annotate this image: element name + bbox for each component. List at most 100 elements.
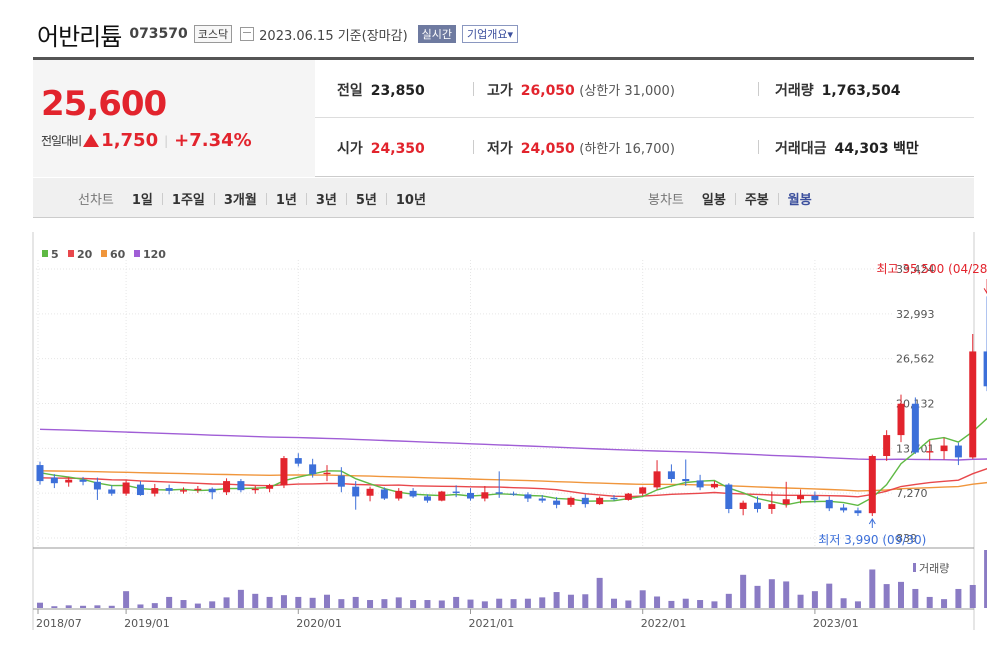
volume-bar (524, 598, 531, 608)
tab-weekly[interactable]: 주봉 (744, 193, 769, 208)
candle-body (151, 488, 159, 494)
candle-chart-tabs: 봉차트 일봉 주봉 월봉 (648, 189, 812, 208)
volume-bar (740, 574, 747, 608)
candle-body (883, 435, 891, 457)
candle-body (710, 483, 718, 488)
volume-bar (37, 602, 43, 608)
candle-body (36, 465, 44, 482)
x-tick-label: 2020/01 (296, 617, 342, 630)
volume-bar (553, 592, 560, 608)
volume-bar (912, 588, 919, 608)
volume-legend-swatch (913, 563, 916, 572)
candle-body (323, 472, 331, 475)
volume-bar (811, 591, 818, 608)
tab-10y[interactable]: 10년 (395, 193, 426, 208)
legend-swatch (42, 250, 48, 257)
corp-info-dropdown[interactable]: 기업개요▾ (462, 25, 519, 43)
candle-body (467, 492, 474, 499)
high-price: 고가 26,050 (상한가 31,000) (487, 80, 675, 100)
candle-body (624, 493, 632, 500)
candle-body (653, 471, 661, 488)
divider (305, 192, 307, 205)
volume-bar (395, 597, 402, 608)
volume-bar (625, 600, 632, 608)
candle-body (682, 479, 690, 482)
tab-1w[interactable]: 1주일 (171, 193, 205, 208)
candle-body (969, 351, 977, 458)
tab-monthly[interactable]: 월봉 (787, 193, 812, 208)
candle-body (409, 490, 417, 497)
candle-body (596, 497, 604, 505)
candle-body (136, 484, 144, 496)
tab-daily[interactable]: 일봉 (701, 193, 726, 208)
candle-body (854, 510, 862, 514)
volume-bar (567, 594, 574, 608)
volume-bar (725, 593, 732, 608)
change-amount: 1,750 (101, 130, 159, 151)
volume-bar (381, 599, 388, 608)
divider (345, 192, 347, 205)
tab-3y[interactable]: 3년 (315, 193, 337, 208)
candle-body (840, 507, 848, 511)
volume-bar (754, 585, 761, 608)
tab-3m[interactable]: 3개월 (223, 193, 257, 208)
y-tick-label: 7,270 (896, 487, 928, 500)
tab-5y[interactable]: 5년 (355, 193, 377, 208)
volume-bar (65, 605, 72, 608)
stock-name: 어반리튬 (37, 22, 122, 51)
candle-body (180, 490, 187, 492)
volume-bar (797, 594, 804, 608)
candle-body (352, 486, 360, 497)
candle-chart-label: 봉차트 (648, 193, 684, 208)
prev-value: 23,850 (370, 83, 425, 99)
divider (161, 192, 163, 205)
volume-bar (682, 598, 689, 608)
divider (777, 192, 779, 205)
candle-body (366, 488, 374, 496)
tab-1y[interactable]: 1년 (275, 193, 297, 208)
candle-body (897, 403, 905, 436)
amount-label: 거래대금 (775, 141, 827, 157)
volume-bar (295, 596, 302, 608)
volume-legend-label: 거래량 (919, 562, 949, 575)
high-annotation: 최고 35,500 (04/28) (876, 262, 987, 276)
volume-bar (711, 601, 718, 608)
change-percent: +7.34% (174, 130, 252, 151)
volume-bar (582, 594, 589, 608)
volume-bar (367, 600, 374, 608)
tab-1d[interactable]: 1일 (131, 193, 153, 208)
realtime-button[interactable]: 실시간 (417, 25, 457, 43)
volume-bar (840, 598, 847, 608)
candle-body (108, 489, 116, 494)
volume-bar (510, 599, 517, 608)
volume-bar (324, 594, 330, 608)
volume-bar (955, 588, 962, 608)
divider (265, 192, 267, 205)
volume-bar (80, 605, 87, 608)
candle-body (725, 484, 733, 509)
candle-body (538, 498, 546, 501)
line-chart-label: 선차트 (78, 193, 114, 208)
line-chart-tabs: 선차트 1일 1주일 3개월 1년 3년 5년 10년 (78, 189, 426, 208)
candle-body (65, 479, 73, 483)
candle-body (309, 464, 317, 475)
volume-bar (869, 569, 876, 608)
volume-bar (611, 598, 617, 608)
candle-body (423, 496, 431, 501)
volume: 거래량 1,763,504 (775, 80, 900, 100)
volume-bar (338, 599, 345, 608)
x-tick-label: 2022/01 (641, 617, 687, 630)
volume-bar (883, 584, 890, 608)
candle-body (610, 497, 618, 500)
low-arrow-head (868, 518, 876, 525)
candle-body (983, 351, 987, 387)
volume-bar (410, 600, 417, 608)
candle-body (294, 458, 302, 464)
volume-bar (151, 603, 158, 608)
candle-body (266, 485, 274, 489)
candle-body (567, 497, 575, 505)
candle-body (165, 488, 173, 491)
divider (758, 82, 759, 96)
change-label: 전일대비 (41, 134, 82, 148)
